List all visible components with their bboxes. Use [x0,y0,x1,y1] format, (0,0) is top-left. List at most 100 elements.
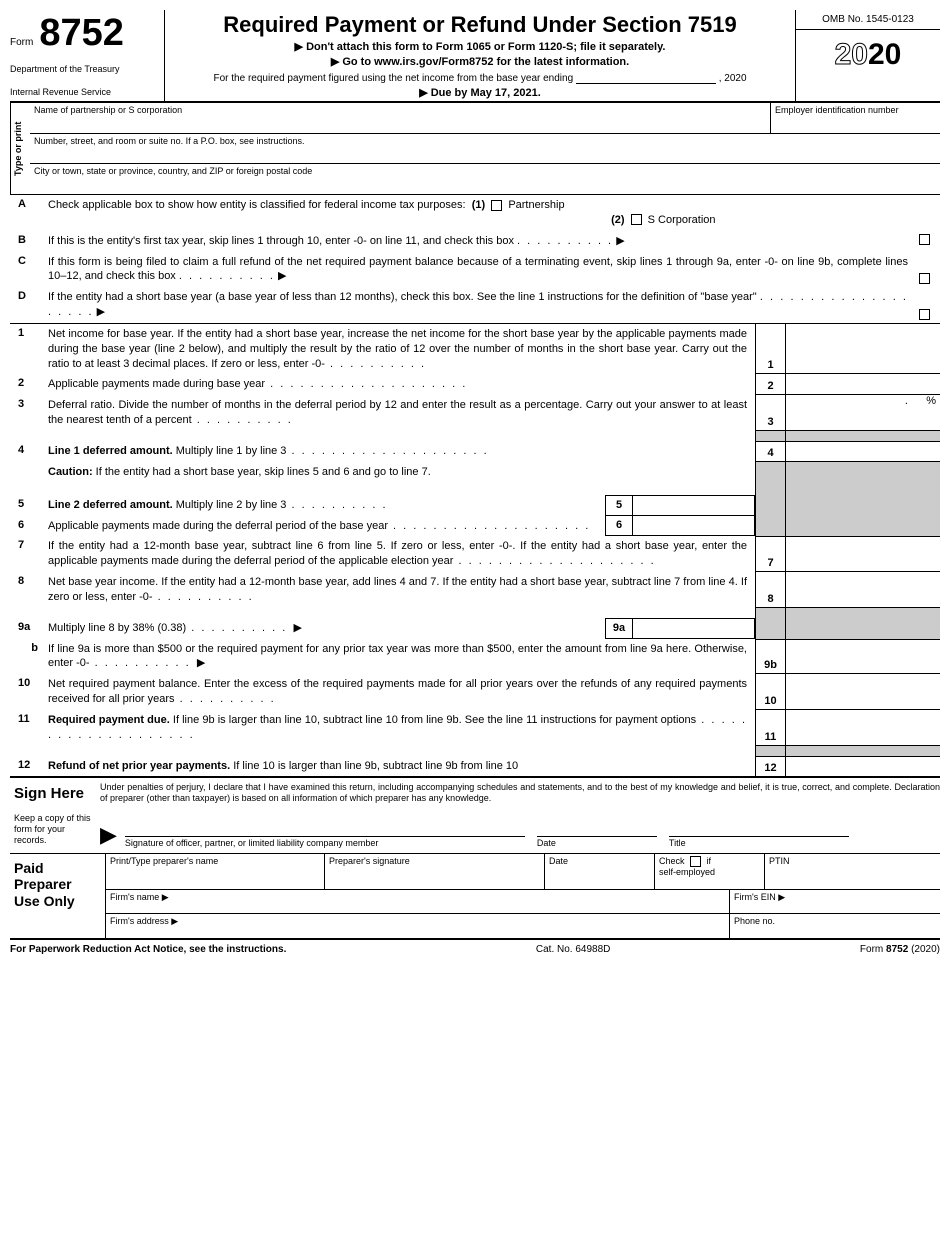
r7-num: 7 [756,536,786,572]
i6-num: 6 [605,516,633,536]
checkbox-b[interactable] [919,234,930,245]
dept-treasury: Department of the Treasury [10,64,158,75]
l9a-text: Multiply line 8 by 38% (0.38) ▶ [48,618,605,639]
base-year-input[interactable] [576,72,716,84]
ein-field[interactable]: Employer identification number [770,103,940,133]
r11-val[interactable] [786,710,940,746]
name-label: Name of partnership or S corporation [34,105,182,115]
due-date: ▶ Due by May 17, 2021. [173,86,787,99]
r3-num: 3 [756,395,786,431]
checkbox-c[interactable] [919,273,930,284]
l12-text: Refund of net prior year payments. If li… [48,756,755,777]
r1-val[interactable] [786,324,940,375]
i9a-num: 9a [605,619,633,638]
r7-val[interactable] [786,536,940,572]
header-left: Form 8752 Department of the Treasury Int… [10,10,165,101]
r4-val[interactable] [786,441,940,462]
perjury-declaration: Under penalties of perjury, I declare th… [100,782,940,804]
line-a-num: A [10,198,48,210]
keep-copy-label: Keep a copy of this form for your record… [14,813,92,845]
entity-info-row: Type or print Name of partnership or S c… [10,103,940,195]
ptin-field[interactable]: PTIN [765,854,940,889]
line-d-num: D [10,290,48,302]
checkbox-s-corp[interactable] [631,214,642,225]
l5-num: 5 [10,495,48,516]
prep-date-field[interactable]: Date [545,854,655,889]
footer-left: For Paperwork Reduction Act Notice, see … [10,944,286,955]
sub-url: ▶ Go to www.irs.gov/Form8752 for the lat… [173,55,787,68]
street-field[interactable]: Number, street, and room or suite no. If… [30,134,940,164]
l4-num: 4 [10,441,48,462]
r12-num: 12 [756,756,786,777]
sign-date-field[interactable]: Date [537,836,657,848]
l6-text: Applicable payments made during the defe… [48,516,605,537]
l9b-text: If line 9a is more than $500 or the requ… [48,639,755,675]
r2-num: 2 [756,374,786,395]
l5-text: Line 2 deferred amount. Multiply line 2 … [48,495,605,516]
firm-name-field[interactable]: Firm's name ▶ [105,890,730,913]
sign-title-field[interactable]: Title [669,836,849,848]
preparer-section: Paid Preparer Use Only Print/Type prepar… [10,854,940,940]
preparer-title: Paid Preparer Use Only [10,854,105,938]
form-word: Form [10,37,33,48]
l12-num: 12 [10,756,48,777]
i9a-val[interactable] [633,619,755,638]
a1-label: Partnership [508,199,564,211]
i5-num: 5 [605,496,633,515]
prep-self-employed: Check ifself-employed [655,854,765,889]
line-a-text: Check applicable box to show how entity … [48,198,940,228]
ein-label: Employer identification number [775,105,899,115]
sign-here-label: Sign Here [14,786,92,803]
name-field[interactable]: Name of partnership or S corporation [30,103,770,133]
header-mid: Required Payment or Refund Under Section… [165,10,795,101]
firm-ein-field[interactable]: Firm's EIN ▶ [730,890,940,913]
sub3-prefix: For the required payment figured using t… [213,73,573,84]
prep-sig-field[interactable]: Preparer's signature [325,854,545,889]
form-title: Required Payment or Refund Under Section… [173,12,787,38]
sign-section: Sign Here Keep a copy of this form for y… [10,778,940,854]
dept-irs: Internal Revenue Service [10,87,158,98]
line-c-text: If this form is being filed to claim a f… [48,255,916,285]
l8-text: Net base year income. If the entity had … [48,572,755,608]
checkbox-partnership[interactable] [491,200,502,211]
firm-addr-field[interactable]: Firm's address ▶ [105,914,730,938]
a2-label: S Corporation [648,214,716,226]
r12-val[interactable] [786,756,940,777]
l10-text: Net required payment balance. Enter the … [48,674,755,710]
sub3-year: , 2020 [719,73,747,84]
checkbox-self-employed[interactable] [690,856,701,867]
l1-text: Net income for base year. If the entity … [48,324,755,375]
line-b-text: If this is the entity's first tax year, … [48,234,916,249]
r11-num: 11 [756,710,786,746]
l7-num: 7 [10,536,48,572]
r4-num: 4 [756,441,786,462]
i5-val[interactable] [633,496,755,515]
r2-val[interactable] [786,374,940,395]
form-number: 8752 [39,14,124,52]
i6-val[interactable] [633,516,755,536]
prep-name-field[interactable]: Print/Type preparer's name [105,854,325,889]
l9b-num: b [10,639,48,675]
line-c-num: C [10,255,48,267]
l8-num: 8 [10,572,48,608]
r10-val[interactable] [786,674,940,710]
header-right: OMB No. 1545-0123 2020 [795,10,940,101]
l2-text: Applicable payments made during base yea… [48,374,755,395]
line-d-text: If the entity had a short base year (a b… [48,290,916,320]
signature-field[interactable]: Signature of officer, partner, or limite… [125,836,525,848]
l3-num: 3 [10,395,48,431]
phone-field[interactable]: Phone no. [730,914,940,938]
tax-year: 2020 [796,30,940,80]
l1-num: 1 [10,324,48,375]
city-label: City or town, state or province, country… [34,166,312,176]
r8-val[interactable] [786,572,940,608]
r3-val[interactable]: . % [786,395,940,431]
l6-num: 6 [10,516,48,537]
r9b-val[interactable] [786,639,940,675]
calc-section: 1 Net income for base year. If the entit… [10,324,940,779]
street-label: Number, street, and room or suite no. If… [34,136,304,146]
checkbox-d[interactable] [919,309,930,320]
city-field[interactable]: City or town, state or province, country… [30,164,940,194]
r8-num: 8 [756,572,786,608]
l10-num: 10 [10,674,48,710]
